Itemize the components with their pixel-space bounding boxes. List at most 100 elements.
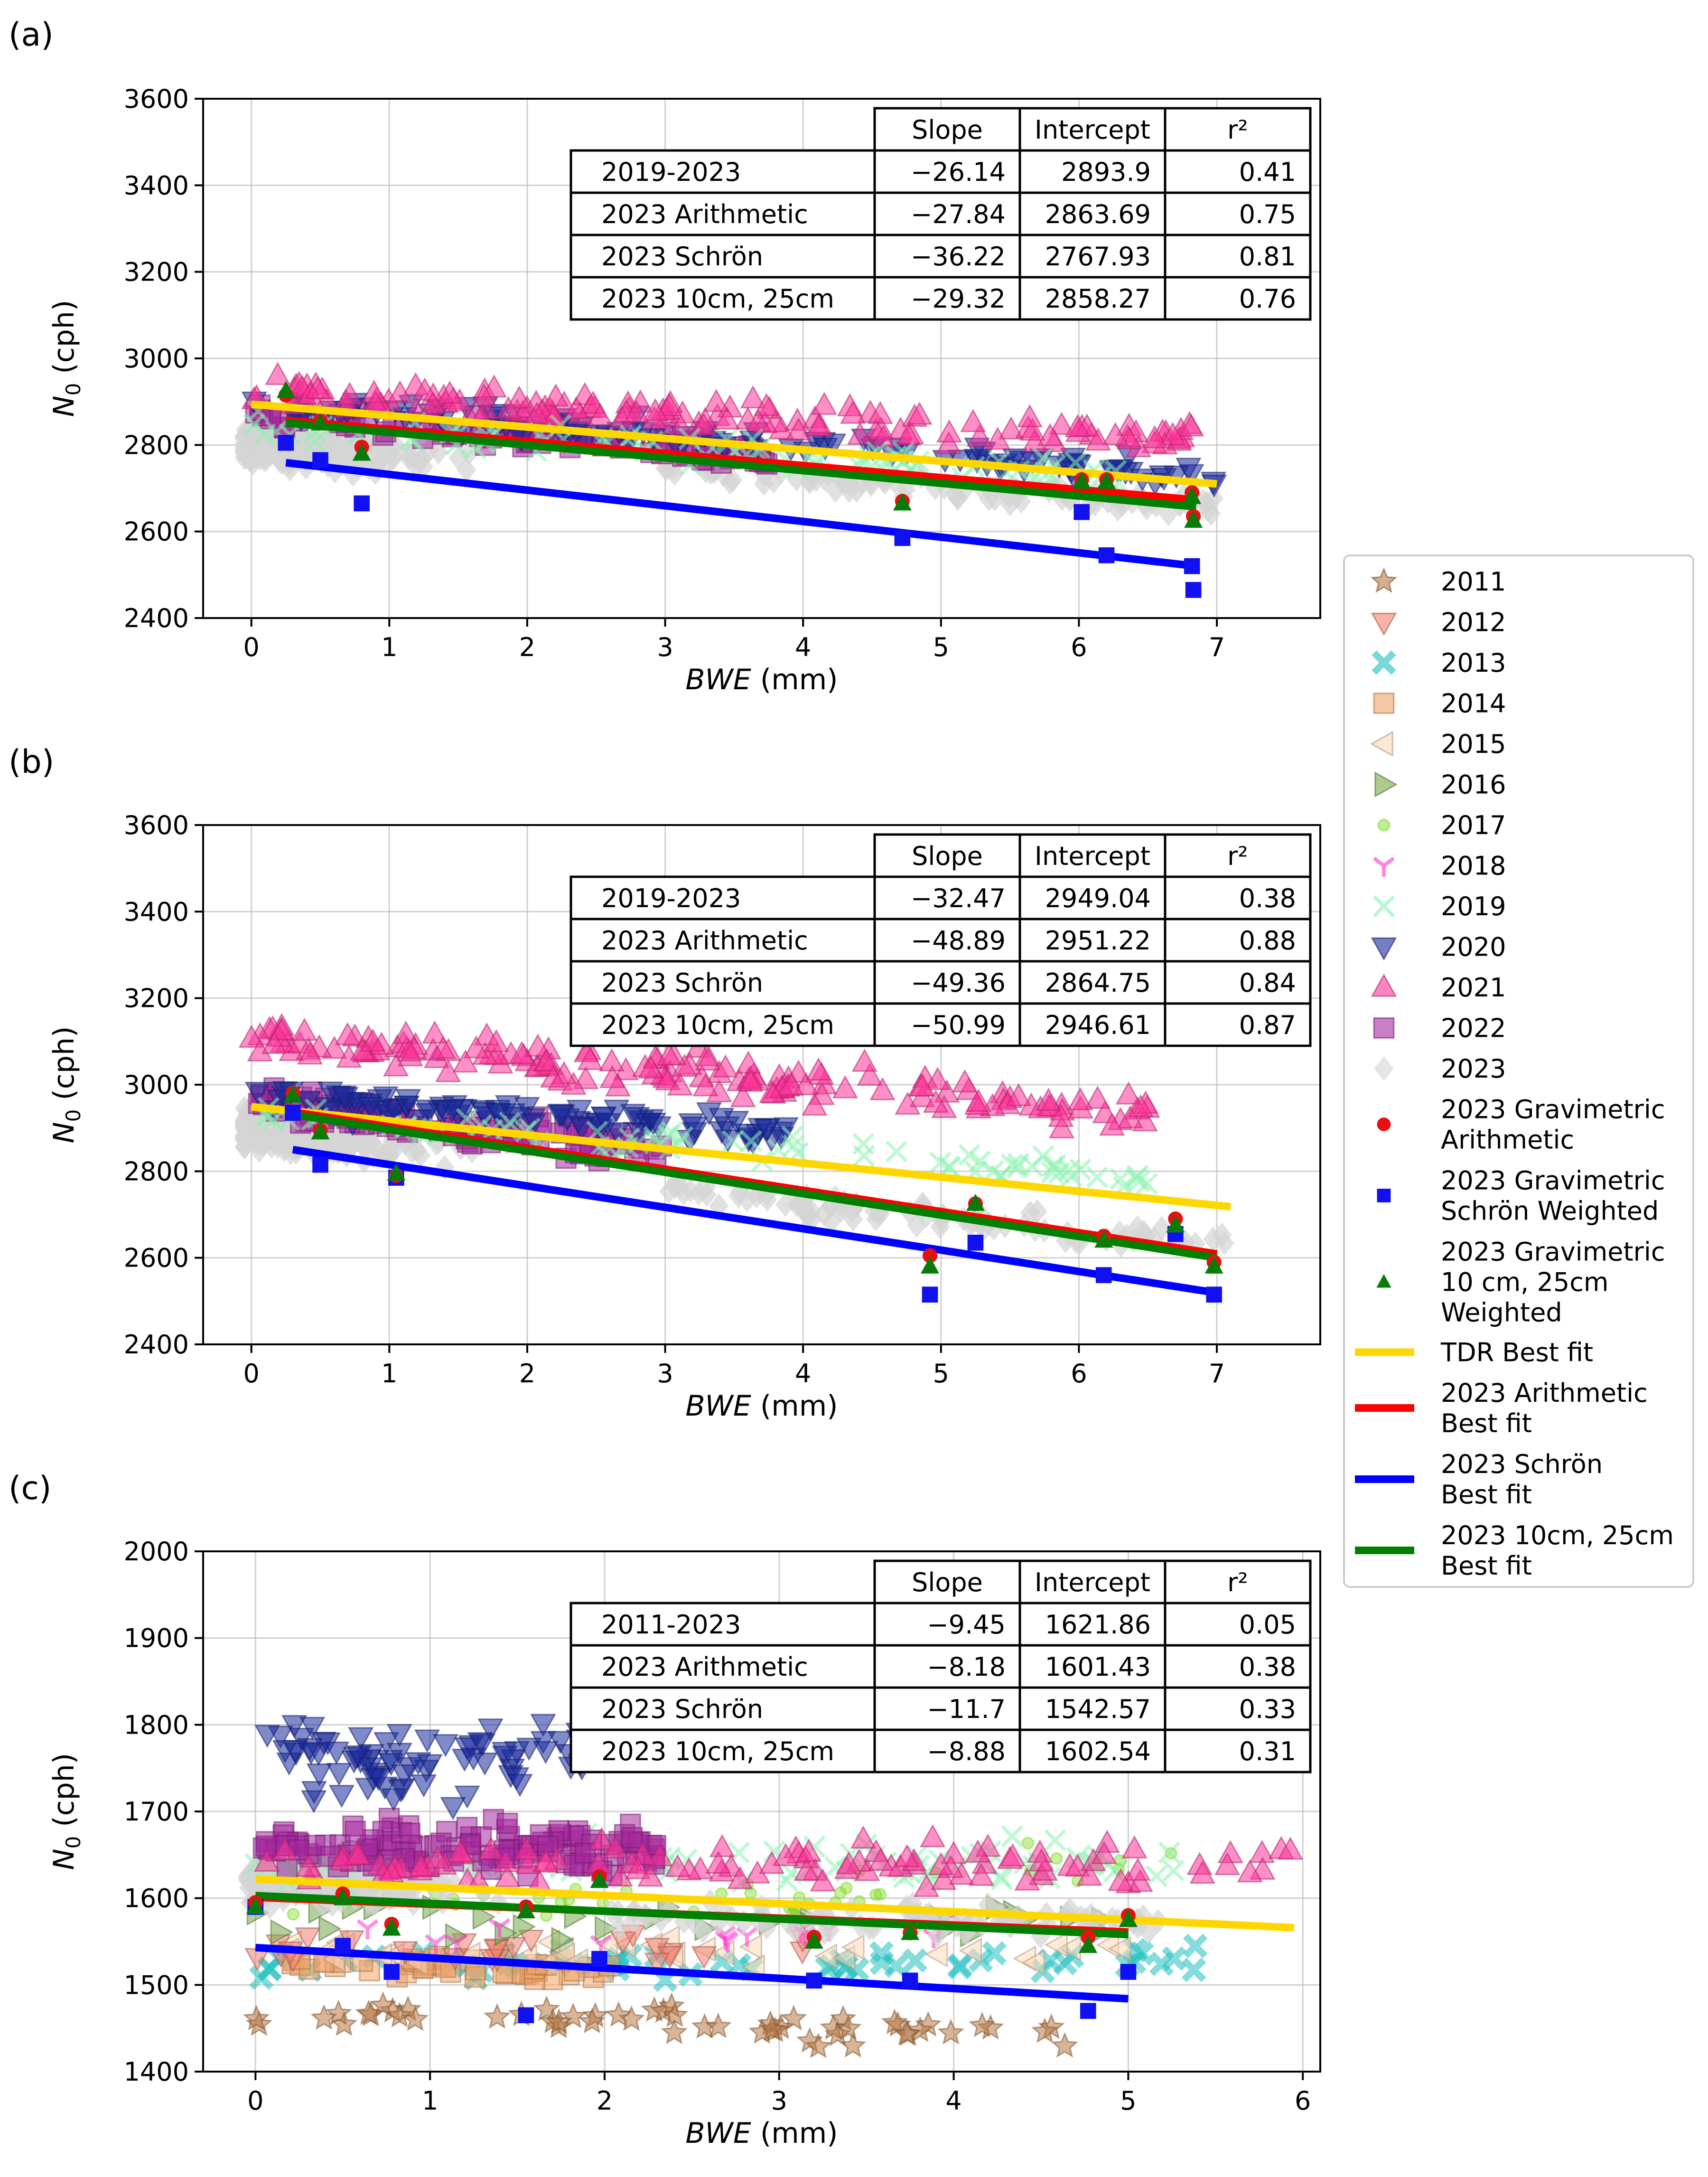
table-value: 2893.9: [1061, 157, 1151, 187]
legend-label: 2018: [1441, 851, 1506, 881]
point-2021: [272, 1837, 298, 1861]
panel-a: (a) 0 1 2 3 4 5 6 7 2400 2600 2800 3000 3200 3400 3600 B…: [9, 16, 1321, 696]
table-cell: [873, 1559, 1021, 1605]
point-2021: [778, 1072, 804, 1096]
point-2011: [937, 2018, 965, 2045]
point-2021: [695, 1047, 721, 1071]
grav-weighted-point: [516, 1901, 535, 1919]
point-2023: [234, 1096, 254, 1121]
stats-table: Slope Intercept r² 2011-2023 −9.45 1621.86 0.0…: [569, 1559, 1312, 1774]
x-tick-label: 5: [933, 632, 949, 662]
point-2020: [306, 1763, 333, 1787]
y-tick-label: 2400: [124, 603, 189, 633]
y-tick-label: 1400: [124, 2057, 189, 2087]
x-tick-label: 6: [1071, 1359, 1087, 1389]
table-cell: [873, 191, 1021, 236]
y-tick-label: 3200: [124, 984, 189, 1013]
point-2023: [789, 1192, 810, 1218]
point-2021: [1237, 1859, 1263, 1883]
point-2020: [415, 1103, 441, 1126]
point-2021: [577, 1047, 603, 1070]
point-2021: [703, 389, 729, 412]
grav-weighted-point: [966, 1193, 985, 1211]
table-value: 2951.22: [1045, 926, 1151, 956]
table-row-label: 2011-2023: [601, 1610, 741, 1640]
point-2021: [847, 422, 873, 445]
grav-schron-point: [1095, 1267, 1112, 1283]
point-2021: [1076, 1862, 1102, 1886]
point-2023: [1027, 1199, 1047, 1224]
table-cell: [1164, 875, 1312, 920]
point-2020: [417, 1754, 443, 1778]
y-tick-label: 2800: [124, 430, 189, 460]
point-2021: [999, 1843, 1026, 1867]
x-tick-label: 5: [933, 1359, 949, 1389]
point-2019: [1158, 1841, 1181, 1864]
point-2023: [395, 1130, 415, 1155]
table-cell: [1164, 960, 1312, 1005]
point-2020: [454, 1785, 480, 1809]
point-2012: [691, 1946, 717, 1970]
point-2011: [661, 2018, 688, 2045]
point-2021: [965, 1088, 992, 1112]
point-2023: [1133, 1904, 1153, 1929]
table-cell: [873, 833, 1021, 878]
y-tick-label: 1600: [124, 1884, 189, 1914]
point-2021: [525, 1033, 551, 1057]
point-2021: [269, 1017, 295, 1041]
table-value: −29.32: [911, 284, 1006, 314]
point-2021: [602, 1835, 629, 1859]
point-2011: [893, 2019, 920, 2046]
y-tick-label: 3200: [124, 257, 189, 287]
x-tick-label: 6: [1071, 632, 1087, 662]
point-2011: [310, 2004, 338, 2030]
point-2021: [667, 1072, 693, 1096]
point-2021: [832, 1075, 859, 1098]
legend-marker: [1377, 818, 1391, 832]
point-2016: [595, 1915, 618, 1942]
point-2019: [783, 1134, 805, 1157]
point-2021: [966, 423, 993, 447]
x-axis-label: BWE (mm): [685, 2117, 838, 2150]
table-value: −8.88: [927, 1736, 1006, 1766]
point-2021: [740, 385, 766, 409]
point-2021: [868, 1848, 894, 1871]
legend-label: 2023 Gravimetric: [1441, 1095, 1665, 1125]
grav-schron-point: [894, 530, 911, 546]
point-2021: [493, 1849, 519, 1872]
point-2013: [869, 1951, 895, 1975]
table-value: 0.81: [1239, 242, 1296, 272]
table-value: 0.31: [1239, 1736, 1296, 1766]
point-2020: [820, 433, 847, 457]
table-cell: [569, 875, 876, 920]
point-2020: [331, 1086, 357, 1109]
point-2021: [637, 1863, 663, 1887]
point-2011: [325, 1999, 352, 2026]
point-2021: [587, 403, 614, 426]
point-2011: [386, 2001, 413, 2027]
table-cell: [1164, 1728, 1312, 1774]
point-2021: [811, 392, 838, 415]
point-2021: [705, 1850, 731, 1874]
x-tick-label: 6: [1295, 2086, 1311, 2116]
point-2023: [999, 483, 1019, 508]
table-value: −48.89: [911, 926, 1006, 956]
point-2021: [1125, 1858, 1151, 1881]
point-2011: [484, 2003, 511, 2029]
y-tick-label: 2600: [124, 517, 189, 547]
y-tick-label: 1900: [124, 1623, 189, 1653]
point-2013: [249, 1965, 274, 1990]
point-2019: [853, 1145, 875, 1167]
point-2020: [357, 1097, 383, 1120]
table-row-label: 2023 Schrön: [601, 242, 763, 272]
legend-marker: [1370, 567, 1398, 593]
point-2013: [903, 1948, 928, 1973]
point-2021: [471, 383, 497, 407]
legend-label: 2017: [1441, 810, 1506, 840]
point-2018: [356, 1919, 379, 1940]
point-2021: [336, 382, 363, 405]
point-2017: [287, 1908, 300, 1921]
legend-marker: [1372, 856, 1395, 877]
point-2011: [578, 2008, 606, 2034]
point-2021: [1067, 1087, 1093, 1110]
